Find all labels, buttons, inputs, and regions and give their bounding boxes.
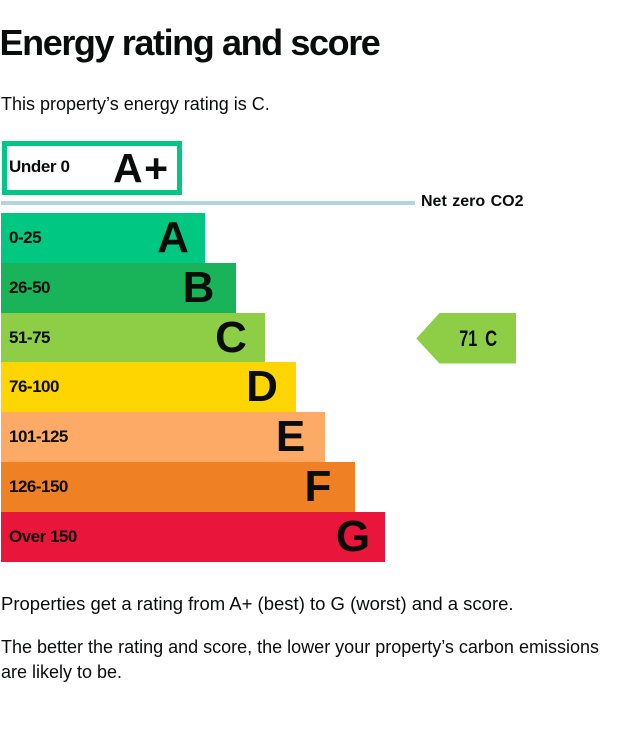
svg-text:C: C [485, 326, 497, 351]
svg-text:71: 71 [459, 326, 477, 351]
